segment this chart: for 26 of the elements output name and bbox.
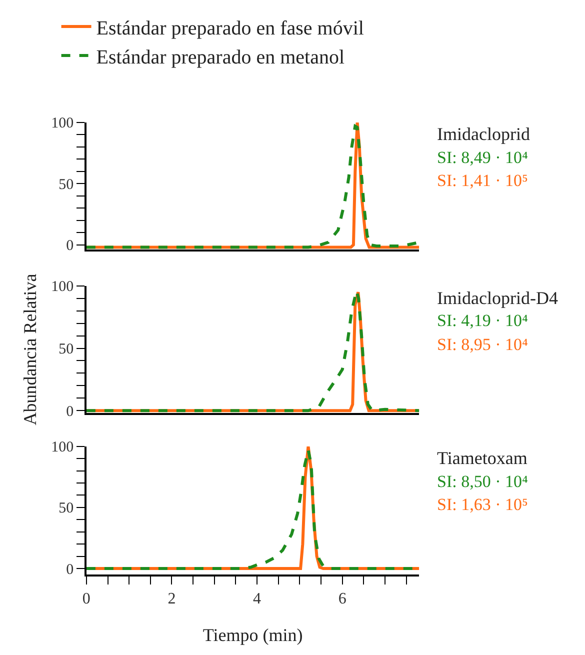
text: Imidacloprid — [437, 124, 530, 144]
y-tick-label: 100 — [51, 116, 74, 132]
legend-label: Estándar preparado en fase móvil — [96, 17, 364, 40]
x-tick-label: 2 — [168, 590, 176, 608]
text: Imidacloprid-D4 — [437, 288, 558, 308]
text: SI: 8,95 · 10⁴ — [437, 335, 528, 354]
x-tick-label: 6 — [338, 590, 346, 608]
text: SI: 1,41 · 10⁵ — [437, 171, 528, 190]
text: SI: 1,63 · 10⁵ — [437, 495, 528, 514]
x-tick-label: 0 — [82, 590, 90, 608]
y-tick-label: 50 — [58, 176, 74, 193]
x-axis-title: Tiempo (min) — [202, 625, 303, 646]
x-tick-label: 4 — [253, 590, 262, 608]
y-tick-label: 50 — [58, 342, 74, 358]
y-tick-label: 0 — [66, 404, 74, 420]
y-tick-label: 0 — [66, 238, 74, 254]
text: Tiametoxam — [437, 448, 528, 468]
y-tick-label: 100 — [51, 440, 74, 456]
y-tick-label: 100 — [51, 279, 74, 296]
text: SI: 4,19 · 10⁴ — [437, 311, 528, 330]
text: SI: 8,49 · 10⁴ — [437, 148, 528, 167]
y-axis-title: Abundancia Relativa — [20, 274, 40, 426]
y-tick-label: 0 — [66, 562, 74, 578]
text: SI: 8,50 · 10⁴ — [437, 472, 528, 491]
y-tick-label: 50 — [58, 500, 74, 517]
legend-label: Estándar preparado en metanol — [96, 46, 345, 68]
